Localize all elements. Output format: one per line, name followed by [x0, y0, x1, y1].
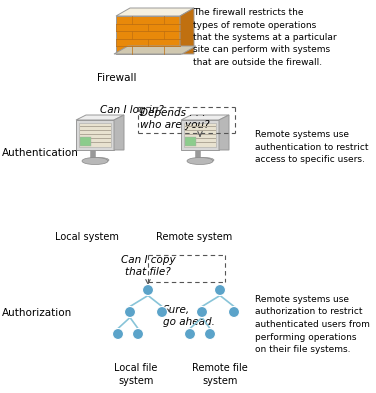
Circle shape: [229, 307, 240, 318]
Text: Remote systems use
authorization to restrict
authenticated users from
performing: Remote systems use authorization to rest…: [255, 295, 370, 354]
Polygon shape: [180, 8, 194, 54]
Polygon shape: [181, 120, 219, 150]
FancyBboxPatch shape: [185, 137, 196, 146]
Circle shape: [185, 329, 196, 340]
Circle shape: [156, 307, 167, 318]
Text: Authentication: Authentication: [2, 148, 79, 158]
Polygon shape: [76, 120, 114, 150]
Text: The firewall restricts the
types of remote operations
that the systems at a part: The firewall restricts the types of remo…: [193, 8, 337, 67]
Text: Sure,
go ahead.: Sure, go ahead.: [163, 305, 215, 327]
Circle shape: [132, 329, 144, 340]
Ellipse shape: [187, 158, 213, 165]
Polygon shape: [116, 8, 194, 16]
Text: Remote systems use
authentication to restrict
access to specific users.: Remote systems use authentication to res…: [255, 130, 368, 164]
Ellipse shape: [194, 158, 214, 162]
Ellipse shape: [82, 158, 108, 165]
Circle shape: [214, 285, 226, 296]
Text: Can I copy
that file?: Can I copy that file?: [121, 255, 175, 277]
Polygon shape: [116, 16, 180, 54]
Text: Can I log in?: Can I log in?: [100, 105, 164, 115]
Circle shape: [124, 307, 135, 318]
Polygon shape: [114, 115, 124, 150]
Polygon shape: [184, 123, 216, 147]
Polygon shape: [181, 115, 229, 120]
Text: Local system: Local system: [55, 232, 119, 242]
Polygon shape: [219, 115, 229, 150]
Polygon shape: [114, 46, 196, 54]
Circle shape: [205, 329, 215, 340]
Text: Firewall: Firewall: [97, 73, 137, 83]
Text: Authorization: Authorization: [2, 308, 72, 318]
Circle shape: [197, 307, 208, 318]
Circle shape: [143, 285, 153, 296]
Text: Depends . . .
who are you?: Depends . . . who are you?: [140, 108, 210, 130]
Text: Local file
system: Local file system: [114, 363, 158, 386]
Text: Remote system: Remote system: [156, 232, 232, 242]
Circle shape: [112, 329, 123, 340]
FancyBboxPatch shape: [80, 137, 91, 146]
Polygon shape: [76, 115, 124, 120]
Ellipse shape: [89, 158, 109, 162]
Text: Remote file
system: Remote file system: [192, 363, 248, 386]
Polygon shape: [79, 123, 111, 147]
